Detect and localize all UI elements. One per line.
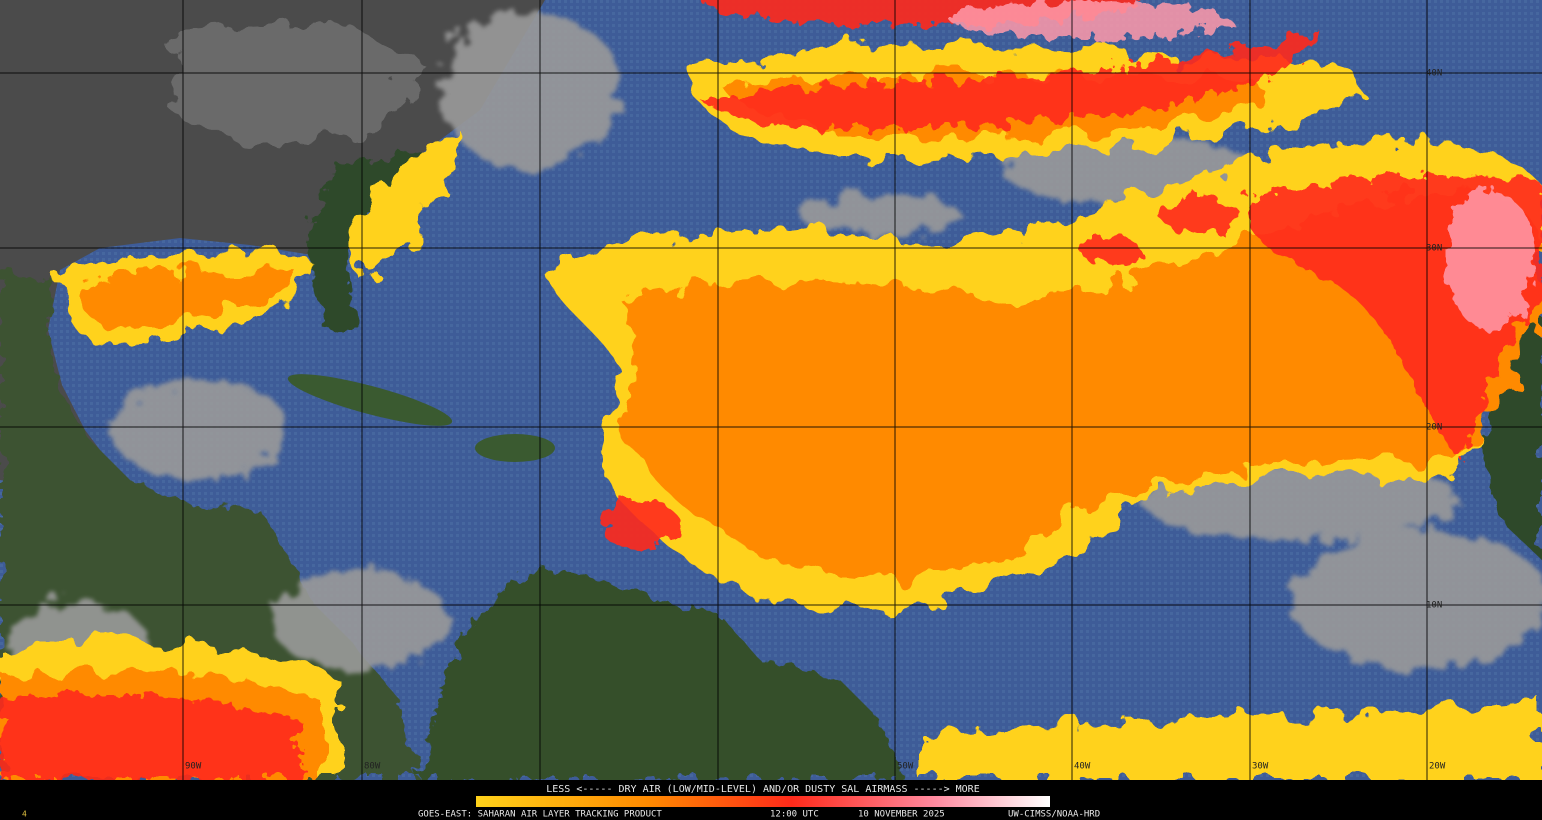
- legend-caption: LESS <----- DRY AIR (LOW/MID-LEVEL) AND/…: [546, 784, 979, 795]
- product-name: GOES-EAST: SAHARAN AIR LAYER TRACKING PR…: [418, 810, 662, 820]
- satellite-imagery: [0, 0, 1542, 780]
- lat-label: 40N: [1426, 69, 1442, 79]
- date: 10 NOVEMBER 2025: [858, 810, 945, 820]
- lat-lon-grid: [0, 0, 1542, 780]
- lon-label: 80W: [364, 762, 381, 772]
- lon-label: 20W: [1429, 762, 1446, 772]
- lat-label: 30N: [1426, 244, 1442, 254]
- time: 12:00 UTC: [770, 810, 819, 820]
- color-scale: [476, 796, 1050, 807]
- lon-label: 40W: [1074, 762, 1091, 772]
- lat-label: 20N: [1426, 423, 1442, 433]
- lat-label: 10N: [1426, 601, 1442, 611]
- lon-label: 50W: [897, 762, 914, 772]
- credit: UW-CIMSS/NOAA-HRD: [1008, 810, 1100, 820]
- lon-label: 90W: [185, 762, 202, 772]
- frame-number: 4: [22, 810, 27, 819]
- lon-label: 30W: [1252, 762, 1269, 772]
- grid-labels: 40N 30N 20N 10N 90W 80W 50W 40W 30W 20W: [185, 69, 1446, 772]
